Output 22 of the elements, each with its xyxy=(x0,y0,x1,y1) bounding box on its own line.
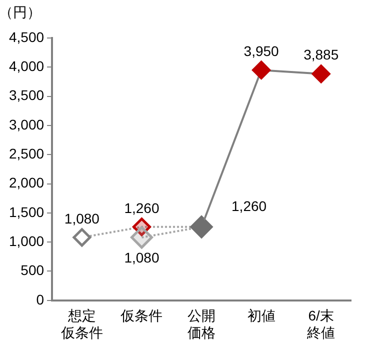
x-tick-label: 初値 xyxy=(247,308,276,324)
data-label: 1,260 xyxy=(232,198,267,214)
y-tick-label: 3,500 xyxy=(8,87,44,104)
data-label: 1,080 xyxy=(64,210,100,226)
y-tick-label: 1,000 xyxy=(8,232,44,249)
x-tick-label: 仮条件 xyxy=(120,308,163,324)
y-tick-label: 2,500 xyxy=(8,145,44,162)
x-tick-label: 想定仮条件 xyxy=(60,308,103,340)
y-tick-label: 1,500 xyxy=(8,204,44,220)
y-tick-label: 4,000 xyxy=(8,58,44,74)
y-tick-label: 500 xyxy=(20,262,44,278)
y-tick-label: 4,500 xyxy=(8,28,44,45)
data-label: 1,080 xyxy=(124,249,160,266)
x-tick-label: 公開価格 xyxy=(188,308,216,340)
data-label: 1,260 xyxy=(124,200,160,216)
y-tick-label: 2,000 xyxy=(8,174,44,191)
x-tick-label: 6/末終値 xyxy=(306,308,336,340)
y-tick-label: 0 xyxy=(36,291,44,308)
data-label: 3,950 xyxy=(244,42,280,59)
data-label: 3,885 xyxy=(304,46,339,63)
y-axis-title: （円） xyxy=(0,4,41,20)
y-tick-label: 3,000 xyxy=(8,116,44,132)
